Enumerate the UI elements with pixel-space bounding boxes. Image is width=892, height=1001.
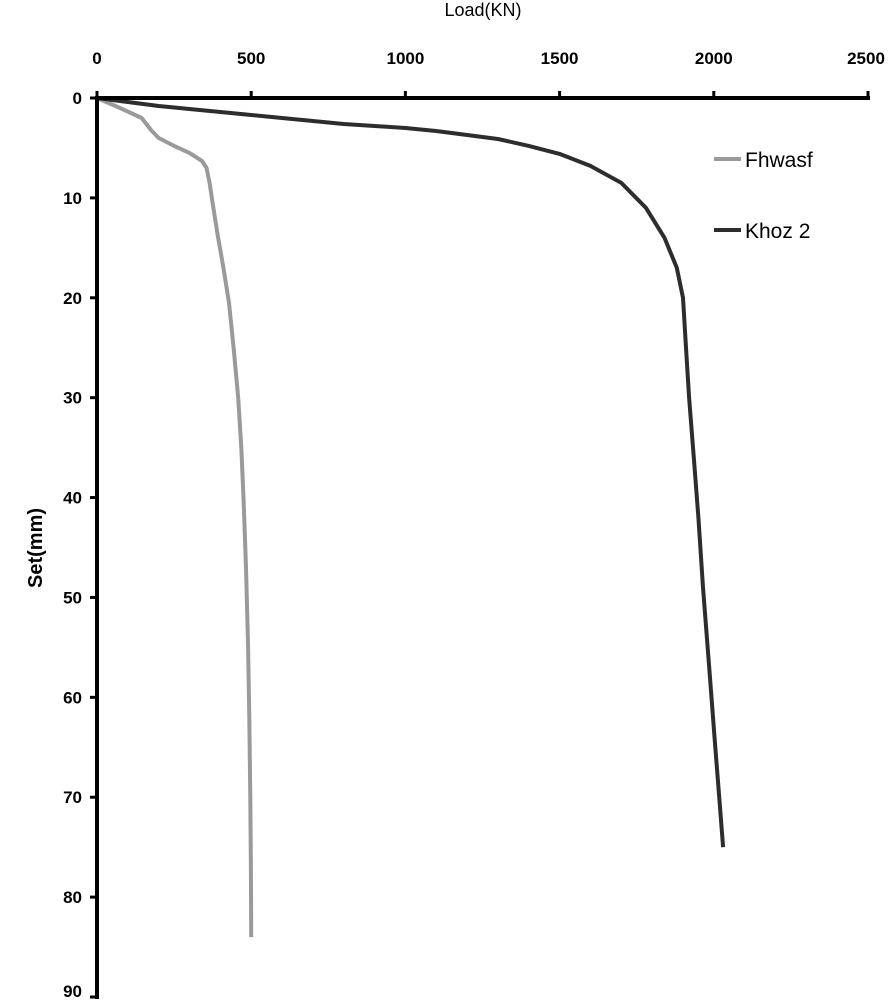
y-tick-label: 10 [63, 189, 82, 208]
y-tick-label: 80 [63, 888, 82, 907]
x-tick-label: 0 [92, 49, 101, 68]
y-tick-label: 0 [73, 89, 82, 108]
y-tick-label: 20 [63, 289, 82, 308]
y-tick-label: 90 [63, 982, 82, 1001]
y-axis-title: Set(mm) [25, 508, 47, 588]
x-tick-label: 2500 [847, 49, 885, 68]
x-axis-title: Load(KN) [444, 0, 521, 20]
y-axis-ticks: 0 10 20 30 40 50 60 70 80 90 [63, 89, 97, 1001]
legend-label-khoz-2: Khoz 2 [745, 220, 810, 243]
x-tick-label: 2000 [695, 49, 733, 68]
y-tick-label: 30 [63, 389, 82, 408]
y-tick-label: 60 [63, 688, 82, 707]
x-tick-label: 1000 [386, 49, 424, 68]
plot-area [96, 96, 726, 938]
x-axis-ticks: 0 500 1000 1500 2000 2500 [92, 49, 885, 98]
legend-label-fhwasf: Fhwasf [745, 149, 813, 172]
x-tick-label: 1500 [541, 49, 579, 68]
series-line-khoz-2 [96, 96, 726, 848]
series-line-fhwasf [96, 96, 254, 938]
y-tick-label: 70 [63, 788, 82, 807]
y-tick-label: 50 [63, 588, 82, 607]
legend: Fhwasf Khoz 2 [714, 149, 813, 243]
y-tick-label: 40 [63, 489, 82, 508]
x-tick-label: 500 [237, 49, 265, 68]
